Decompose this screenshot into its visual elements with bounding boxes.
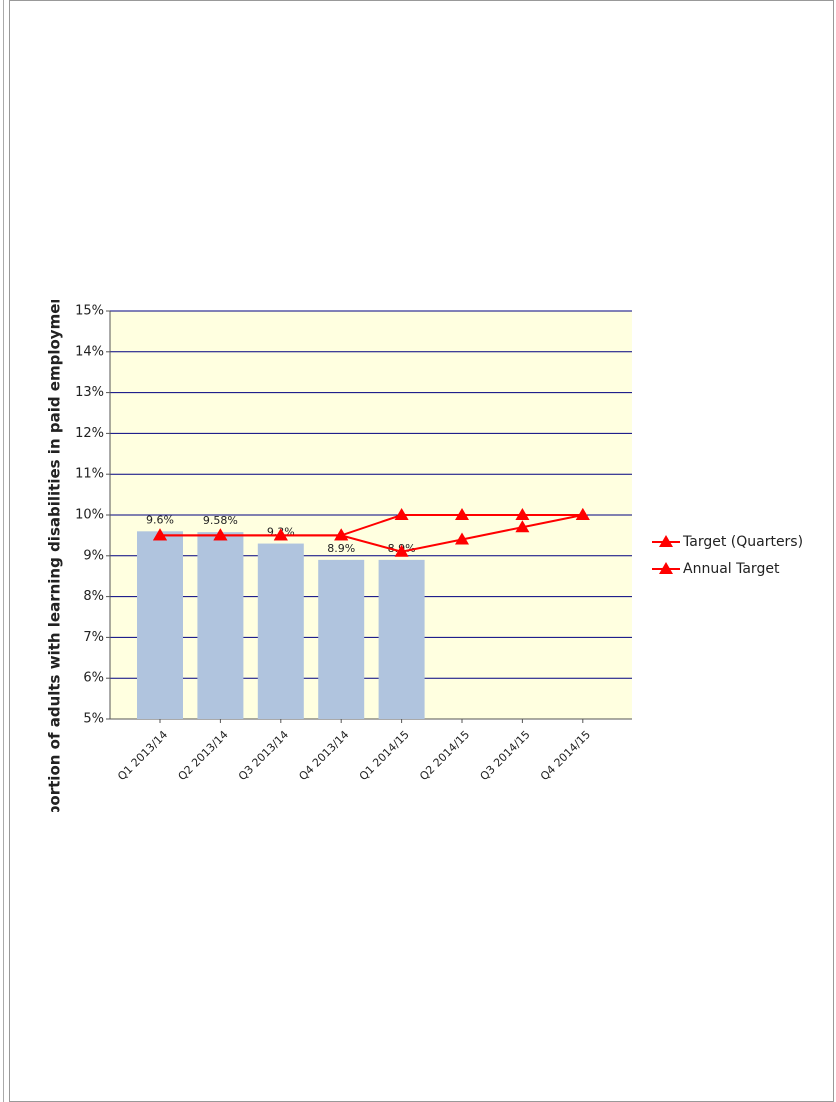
target-marker (515, 520, 530, 533)
target-marker (515, 508, 530, 520)
y-tick-label: 9% (83, 548, 104, 563)
y-tick-label: 8% (83, 589, 104, 604)
y-tick-label: 14% (75, 344, 104, 359)
y-tick-label: 7% (83, 630, 104, 645)
legend-marker (659, 535, 673, 547)
y-tick-label: 11% (75, 467, 104, 482)
legend-label: Annual Target (683, 561, 780, 577)
target-marker (455, 508, 469, 520)
target-marker (394, 544, 409, 557)
bar (318, 559, 365, 719)
legend-label: Target (Quarters) (682, 534, 803, 550)
target-marker (153, 528, 167, 541)
target-marker (334, 528, 349, 541)
value-label: 9.6% (146, 513, 174, 526)
bar (197, 532, 244, 719)
target-marker (575, 508, 590, 520)
y-tick-label: 10% (75, 508, 104, 523)
value-label: 9.58% (203, 514, 238, 527)
y-axis-label: Proportion of adults with learning disab… (46, 286, 64, 845)
bar (137, 531, 183, 719)
value-label: 8.9% (327, 542, 355, 555)
bar (257, 543, 304, 719)
target-marker (455, 532, 469, 545)
target-marker (213, 528, 228, 541)
bar (378, 559, 425, 719)
y-tick-label: 12% (75, 426, 104, 441)
y-tick-label: 15% (75, 304, 104, 319)
y-tick-label: 13% (75, 385, 104, 400)
legend-marker (659, 562, 673, 574)
y-tick-label: 5% (83, 712, 104, 727)
target-marker (394, 508, 409, 520)
target-line (160, 514, 583, 537)
y-tick-label: 6% (83, 671, 104, 686)
target-marker (273, 528, 288, 541)
